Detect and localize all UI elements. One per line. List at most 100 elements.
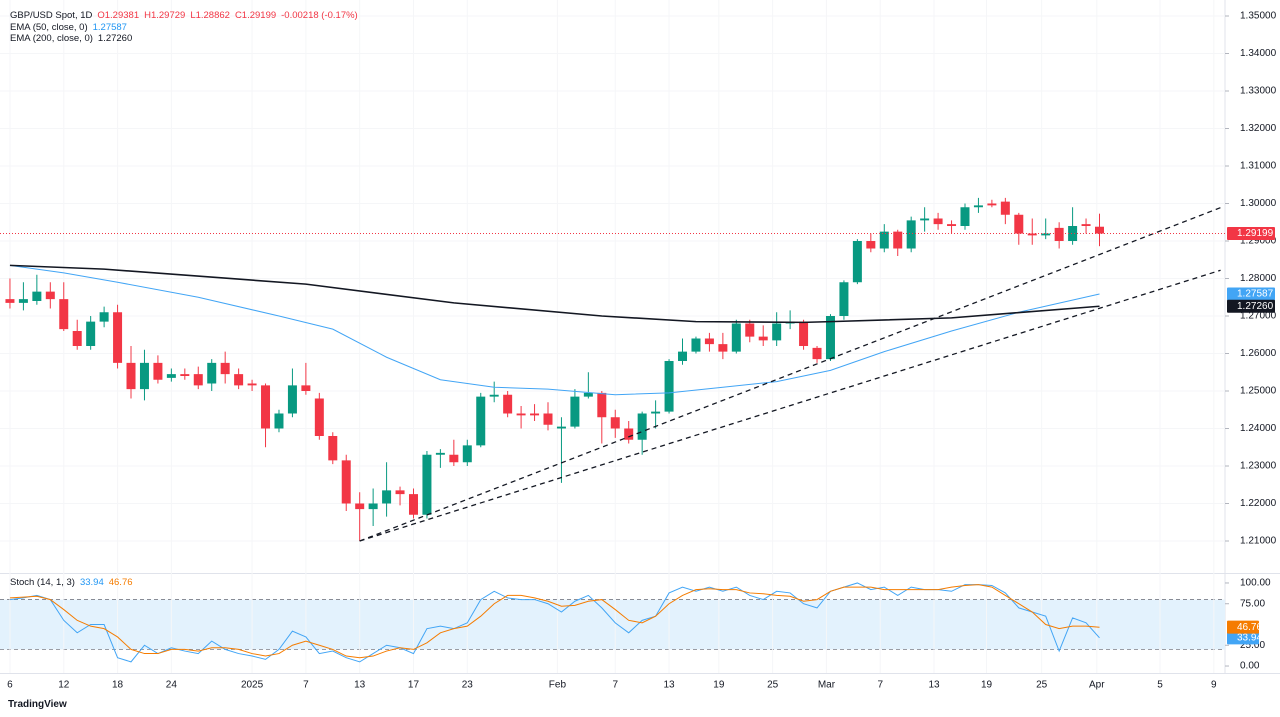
y-tick-label: 1.30000 xyxy=(1240,198,1277,209)
candle-body xyxy=(597,392,607,418)
candle-body xyxy=(691,338,701,352)
candle-body xyxy=(852,241,862,283)
y-tick-label: 75.00 xyxy=(1240,598,1265,609)
candle-body xyxy=(435,452,445,455)
ema50-legend: EMA (50, close, 0) 1.27587 xyxy=(10,22,127,33)
candle-body xyxy=(489,394,499,397)
x-tick-label: 7 xyxy=(612,680,618,691)
x-tick-label: 25 xyxy=(1036,680,1048,691)
ema50-value: 1.27587 xyxy=(92,22,127,33)
candle-body xyxy=(395,490,405,495)
candle-body xyxy=(503,394,513,414)
x-tick-label: 5 xyxy=(1157,680,1163,691)
candle-body xyxy=(274,413,284,429)
candle-body xyxy=(866,241,876,249)
ema-line xyxy=(9,264,1100,324)
ema-price-box xyxy=(1227,299,1275,313)
candle-body xyxy=(960,207,970,227)
low-label: L1.28862 xyxy=(190,10,230,21)
candle-body xyxy=(382,490,392,504)
candle-body xyxy=(1041,233,1051,236)
stoch-k-value: 33.94 xyxy=(79,577,104,588)
candle-body xyxy=(583,392,593,397)
candle-body xyxy=(314,398,324,436)
ema-price-label: 1.27587 xyxy=(1237,289,1274,300)
x-tick-label: 23 xyxy=(462,680,474,691)
ema200-value: 1.27260 xyxy=(97,33,133,44)
candle-body xyxy=(933,218,943,225)
y-tick-label: 1.34000 xyxy=(1240,48,1277,59)
candle-body xyxy=(301,385,311,391)
candle-body xyxy=(234,374,244,386)
candle-body xyxy=(610,417,620,429)
candle-body xyxy=(879,231,889,249)
stoch-value-label: 33.94 xyxy=(1237,632,1262,643)
last-price-box xyxy=(1227,227,1275,241)
candle-body xyxy=(207,362,217,384)
y-tick-label: 1.21000 xyxy=(1240,536,1277,547)
stoch-legend: Stoch (14, 1, 3) 33.94 46.76 xyxy=(10,577,133,588)
candle-body xyxy=(1095,226,1105,234)
candle-body xyxy=(408,494,418,515)
candle-body xyxy=(624,428,634,440)
y-tick-label: 1.33000 xyxy=(1240,86,1277,97)
candle-body xyxy=(718,344,728,352)
candle-body xyxy=(987,203,997,206)
y-tick-label: 1.25000 xyxy=(1240,386,1277,397)
candle-body xyxy=(462,445,472,463)
candle-body xyxy=(449,454,459,463)
candle-body xyxy=(341,460,351,504)
candle-body xyxy=(1081,224,1091,227)
candle-body xyxy=(113,312,123,363)
candle-body xyxy=(476,396,486,446)
candle-body xyxy=(758,336,768,341)
candle-body xyxy=(99,312,109,322)
candle-body xyxy=(1054,227,1064,242)
ema200-name: EMA (200, close, 0) xyxy=(10,33,93,44)
candle-body xyxy=(839,282,849,316)
candle-body xyxy=(651,411,661,414)
y-tick-label: 0.00 xyxy=(1240,661,1260,672)
candle-body xyxy=(543,413,553,425)
y-tick-label: 1.24000 xyxy=(1240,423,1277,434)
x-tick-label: 13 xyxy=(354,680,366,691)
x-tick-label: 24 xyxy=(166,680,178,691)
x-tick-label: 13 xyxy=(663,680,675,691)
candle-body xyxy=(812,347,822,360)
x-tick-label: 18 xyxy=(112,680,124,691)
candle-body xyxy=(18,299,28,303)
y-tick-label: 1.26000 xyxy=(1240,348,1277,359)
stoch-value-label: 46.76 xyxy=(1237,622,1262,633)
candle-body xyxy=(153,362,163,380)
candle-body xyxy=(32,291,42,301)
candle-body xyxy=(1014,214,1024,234)
y-tick-label: 1.29000 xyxy=(1240,236,1277,247)
candle-body xyxy=(906,220,916,249)
candle-body xyxy=(530,413,540,416)
change-label: -0.00218 (-0.17%) xyxy=(281,10,358,21)
ema50-name: EMA (50, close, 0) xyxy=(10,22,88,33)
stoch-line xyxy=(9,584,1100,659)
high-label: H1.29729 xyxy=(144,10,186,21)
stoch-value-box xyxy=(1227,631,1259,645)
y-tick-label: 1.23000 xyxy=(1240,461,1277,472)
x-tick-label: Apr xyxy=(1089,680,1105,691)
candle-body xyxy=(637,413,647,440)
x-tick-label: Feb xyxy=(549,680,567,691)
candle-body xyxy=(678,351,688,361)
candle-body xyxy=(745,323,755,337)
last-price-label: 1.29199 xyxy=(1237,228,1274,239)
y-tick-label: 1.31000 xyxy=(1240,161,1277,172)
ema-price-box xyxy=(1227,287,1275,301)
stoch-line xyxy=(9,582,1100,663)
open-label: O1.29381 xyxy=(97,10,140,21)
candle-body xyxy=(731,323,741,352)
x-tick-label: 13 xyxy=(928,680,940,691)
ema200-legend: EMA (200, close, 0) 1.27260 xyxy=(10,33,132,44)
y-tick-label: 1.35000 xyxy=(1240,11,1277,22)
candle-body xyxy=(45,291,55,300)
x-tick-label: 9 xyxy=(1211,680,1217,691)
